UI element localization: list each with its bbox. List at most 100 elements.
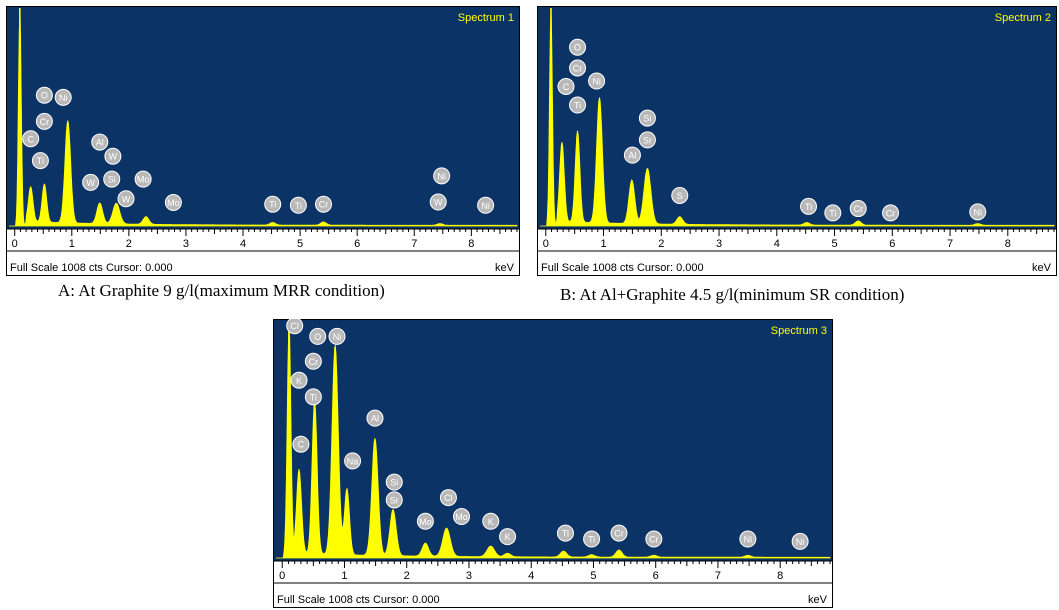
- element-label-text: Ti: [269, 200, 276, 210]
- element-label: Si: [103, 170, 121, 188]
- element-label-text: Ni: [796, 537, 805, 547]
- spectrum-3-panel: Cl O Ni Cr K Ti C Al Na Si Sr Cl Mo Mo K K Ti Ti Cr Cr Ni Ni S…: [273, 319, 833, 608]
- element-label-circle: [477, 196, 495, 214]
- element-label-circle: [290, 371, 308, 389]
- element-label: Mo: [164, 193, 182, 211]
- element-label-circle: [433, 167, 451, 185]
- element-label-text: Ti: [829, 208, 836, 218]
- element-label: W: [117, 190, 135, 208]
- element-label-circle: [292, 435, 310, 453]
- element-label-circle: [309, 327, 327, 345]
- element-label-text: Al: [371, 414, 379, 424]
- x-tick-label: 8: [777, 570, 783, 582]
- element-label-text: Si: [643, 114, 651, 124]
- element-label: Ni: [969, 203, 987, 221]
- element-label-circle: [849, 200, 867, 218]
- element-label-text: Ti: [37, 156, 44, 166]
- element-label-circle: [315, 195, 333, 213]
- element-label: Cl: [439, 489, 457, 507]
- element-label-text: C: [298, 440, 305, 450]
- element-label-text: Ni: [59, 93, 68, 103]
- x-tick-label: 6: [653, 570, 659, 582]
- element-label: Cr: [315, 195, 333, 213]
- element-label: W: [104, 147, 122, 165]
- element-label-circle: [264, 195, 282, 213]
- element-label: Ti: [569, 96, 587, 114]
- x-tick-label: 4: [774, 238, 780, 250]
- element-label: Ti: [264, 195, 282, 213]
- element-label-circle: [583, 530, 601, 548]
- element-label: K: [499, 528, 517, 546]
- element-label: Ni: [739, 530, 757, 548]
- element-label-circle: [328, 327, 346, 345]
- element-label-text: Cr: [853, 204, 863, 214]
- plot-area: [7, 7, 519, 229]
- element-label-circle: [385, 473, 403, 491]
- x-tick-label: 3: [466, 570, 472, 582]
- element-label-circle: [164, 193, 182, 211]
- element-label-circle: [638, 109, 656, 127]
- element-label-circle: [499, 528, 517, 546]
- x-tick-label: 1: [341, 570, 347, 582]
- element-label: Ni: [433, 167, 451, 185]
- x-tick-label: 5: [590, 570, 596, 582]
- plot-area: [274, 320, 832, 561]
- element-label-circle: [557, 77, 575, 95]
- x-tick-label: 2: [658, 238, 664, 250]
- element-label: Ti: [800, 197, 818, 215]
- element-label-text: O: [41, 91, 48, 101]
- spectrum-title: Spectrum 1: [458, 12, 514, 24]
- element-label: Sr: [638, 131, 656, 149]
- element-label-text: Ni: [333, 332, 342, 342]
- x-tick-label: 5: [831, 238, 837, 250]
- x-tick-label: 6: [354, 238, 360, 250]
- element-label-circle: [671, 186, 689, 204]
- element-label-text: Si: [108, 175, 116, 185]
- footer-status: Full Scale 1008 cts Cursor: 0.000: [541, 262, 704, 274]
- element-label-circle: [304, 388, 322, 406]
- element-label-text: Ti: [562, 529, 569, 539]
- element-label-circle: [569, 59, 587, 77]
- element-label-circle: [556, 524, 574, 542]
- element-label-text: Ti: [574, 101, 581, 111]
- element-label-circle: [645, 530, 663, 548]
- element-label-text: Ti: [588, 535, 595, 545]
- x-tick-label: 8: [1005, 238, 1011, 250]
- element-label-circle: [103, 170, 121, 188]
- element-label: Mo: [416, 512, 434, 530]
- spectrum-fill: [540, 8, 1055, 227]
- element-label: Na: [344, 452, 362, 470]
- footer-status: Full Scale 1008 cts Cursor: 0.000: [277, 594, 440, 606]
- element-label: Sr: [385, 491, 403, 509]
- element-label-text: K: [296, 376, 302, 386]
- element-label-text: Mo: [137, 175, 150, 185]
- element-label-text: Cr: [319, 200, 329, 210]
- spectrum-2-caption: B: At Al+Graphite 4.5 g/l(minimum SR con…: [560, 285, 905, 304]
- element-label-circle: [623, 146, 641, 164]
- element-label: Ni: [791, 532, 809, 550]
- element-label: Cr: [304, 352, 322, 370]
- element-label-circle: [969, 203, 987, 221]
- element-label: Ti: [304, 388, 322, 406]
- element-label: W: [429, 193, 447, 211]
- element-label-circle: [429, 193, 447, 211]
- x-tick-label: 7: [947, 238, 953, 250]
- element-label-text: C: [563, 82, 570, 92]
- element-label-text: Cl: [290, 321, 299, 331]
- element-label: Ti: [31, 152, 49, 170]
- element-label-text: Sr: [390, 495, 399, 505]
- element-label: Cr: [610, 524, 628, 542]
- spectrum-fill: [9, 8, 518, 227]
- x-tick-label: 7: [715, 570, 721, 582]
- element-label-text: Cr: [573, 63, 583, 73]
- element-label: Si: [638, 109, 656, 127]
- element-label: O: [309, 327, 327, 345]
- element-label-text: Na: [347, 456, 359, 466]
- element-label-circle: [366, 409, 384, 427]
- element-label-text: Mo: [455, 512, 468, 522]
- element-label: C: [557, 77, 575, 95]
- element-label-text: Ti: [295, 201, 302, 211]
